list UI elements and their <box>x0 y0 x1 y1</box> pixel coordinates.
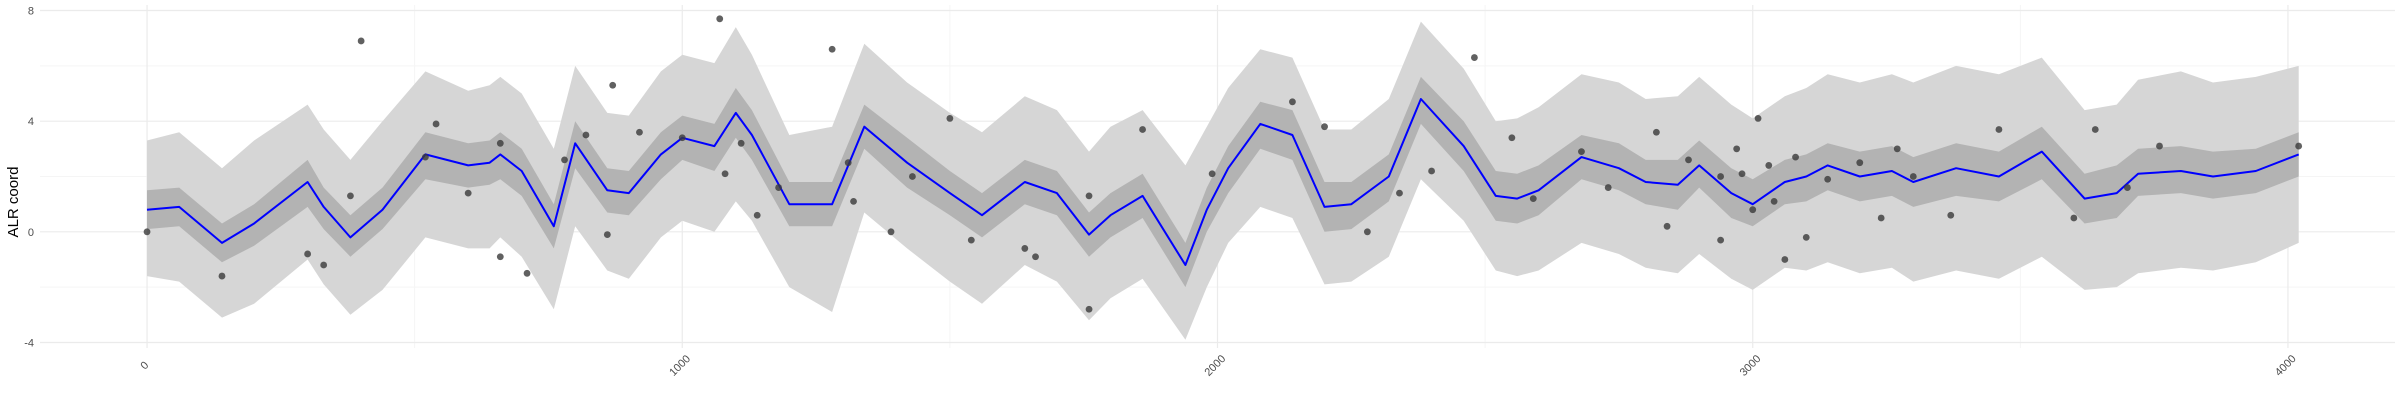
data-point <box>967 236 975 244</box>
data-point <box>1738 170 1746 178</box>
data-point <box>1824 175 1832 183</box>
mean-line <box>146 98 2300 266</box>
data-point <box>1733 145 1741 153</box>
data-point <box>1021 245 1029 252</box>
data-point <box>1802 233 1810 241</box>
data-point <box>603 231 611 238</box>
data-point <box>561 156 568 164</box>
x-tick-label: 4000 <box>2273 353 2299 379</box>
data-point <box>609 81 617 89</box>
y-tick-label: 8 <box>28 6 34 18</box>
x-tick-labels: 0 1000 2000 3000 4000 <box>139 353 2299 379</box>
data-point <box>143 228 151 236</box>
data-point <box>1578 148 1585 156</box>
data-point <box>496 139 504 147</box>
data-point <box>304 250 312 258</box>
y-tick-labels: -4 0 4 8 <box>24 6 34 350</box>
data-point <box>716 15 724 23</box>
data-point <box>1856 159 1864 167</box>
data-point <box>2091 126 2099 133</box>
data-point <box>1792 153 1799 161</box>
data-point <box>1685 156 1692 164</box>
data-point <box>2123 184 2131 191</box>
data-point <box>1289 98 1296 106</box>
data-point <box>721 170 729 178</box>
data-point <box>582 131 590 139</box>
observation-points <box>143 15 2303 313</box>
x-tick-label: 1000 <box>667 353 693 379</box>
data-point <box>850 197 857 205</box>
data-point <box>887 228 895 236</box>
data-point <box>828 45 836 53</box>
x-tick-label: 0 <box>139 359 152 372</box>
data-point <box>320 261 328 269</box>
data-point <box>464 189 472 197</box>
data-point <box>421 153 429 161</box>
y-tick-label: -4 <box>24 337 34 349</box>
data-point <box>1471 54 1478 61</box>
data-point <box>1363 228 1371 236</box>
data-point <box>1995 126 2003 133</box>
data-point <box>218 272 226 280</box>
data-point <box>1765 162 1773 169</box>
data-point <box>1321 123 1328 131</box>
data-point <box>2156 142 2163 150</box>
data-point <box>737 139 745 147</box>
y-tick-label: 4 <box>28 116 34 128</box>
data-point <box>496 253 504 261</box>
data-point <box>1139 126 1146 133</box>
data-point <box>678 134 686 142</box>
data-point <box>775 184 783 191</box>
data-point <box>753 211 761 219</box>
data-point <box>1877 214 1885 222</box>
data-point <box>357 37 365 45</box>
data-point <box>1208 170 1216 178</box>
data-point <box>1085 305 1093 313</box>
data-point <box>1085 192 1093 200</box>
data-point <box>1032 253 1039 261</box>
x-tick-label: 2000 <box>1202 353 1228 379</box>
data-point <box>946 115 954 122</box>
data-point <box>2070 214 2078 222</box>
data-point <box>1508 134 1516 142</box>
data-point <box>347 192 354 200</box>
data-point <box>1604 184 1612 191</box>
data-point <box>1947 211 1955 219</box>
data-point <box>1749 206 1757 214</box>
data-point <box>1893 145 1901 153</box>
x-tick-label: 3000 <box>1738 353 1764 379</box>
data-point <box>1909 173 1917 180</box>
data-point <box>1754 115 1762 122</box>
data-point <box>909 173 916 180</box>
data-point <box>1717 173 1725 180</box>
data-point <box>1396 189 1403 197</box>
data-point <box>1529 195 1537 203</box>
data-point <box>844 159 852 167</box>
data-point <box>1652 128 1660 136</box>
data-point <box>1781 256 1789 263</box>
y-axis-title: ALR coord <box>5 167 22 238</box>
data-point <box>432 120 440 128</box>
inner-band <box>147 76 2299 288</box>
data-point <box>1717 236 1725 244</box>
data-point <box>1428 167 1435 175</box>
y-tick-label: 0 <box>28 227 34 239</box>
data-point <box>523 269 531 277</box>
data-point <box>1770 197 1778 205</box>
data-point <box>1663 222 1671 230</box>
data-point <box>636 128 643 136</box>
mean-line-path <box>146 98 2300 266</box>
data-point <box>2295 142 2303 150</box>
